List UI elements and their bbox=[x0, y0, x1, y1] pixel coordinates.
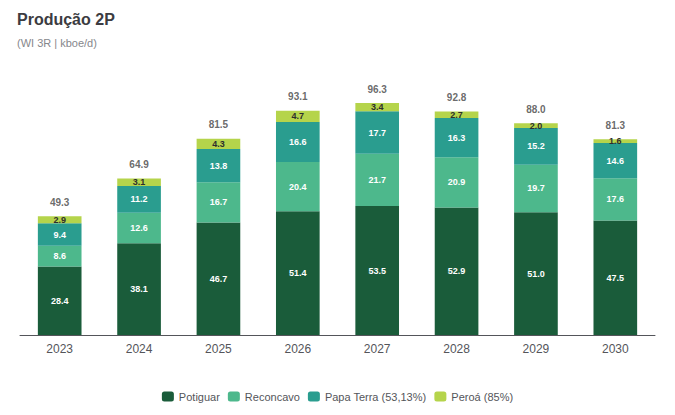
svg-text:53.5: 53.5 bbox=[368, 266, 386, 276]
svg-text:81.3: 81.3 bbox=[606, 120, 626, 131]
svg-text:52.9: 52.9 bbox=[448, 266, 466, 276]
svg-text:16.3: 16.3 bbox=[448, 133, 466, 143]
svg-text:2027: 2027 bbox=[364, 342, 391, 356]
svg-text:93.1: 93.1 bbox=[288, 91, 308, 102]
svg-text:51.4: 51.4 bbox=[289, 268, 307, 278]
svg-text:Papa Terra (53,13%): Papa Terra (53,13%) bbox=[325, 391, 426, 403]
svg-text:11.2: 11.2 bbox=[131, 194, 148, 204]
svg-text:2.0: 2.0 bbox=[530, 121, 543, 131]
svg-text:2.7: 2.7 bbox=[450, 110, 463, 120]
svg-text:2024: 2024 bbox=[126, 342, 153, 356]
svg-text:16.7: 16.7 bbox=[210, 197, 228, 207]
svg-text:19.7: 19.7 bbox=[527, 183, 545, 193]
svg-text:14.6: 14.6 bbox=[607, 156, 625, 166]
svg-text:8.6: 8.6 bbox=[53, 251, 66, 261]
svg-text:28.4: 28.4 bbox=[51, 296, 69, 306]
svg-text:2023: 2023 bbox=[46, 342, 73, 356]
svg-text:2026: 2026 bbox=[284, 342, 311, 356]
svg-text:Reconcavo: Reconcavo bbox=[245, 391, 300, 403]
svg-text:3.1: 3.1 bbox=[133, 177, 146, 187]
svg-text:21.7: 21.7 bbox=[368, 175, 386, 185]
svg-text:4.7: 4.7 bbox=[292, 111, 305, 121]
svg-text:2.9: 2.9 bbox=[53, 215, 66, 225]
svg-text:15.2: 15.2 bbox=[527, 141, 545, 151]
svg-text:2030: 2030 bbox=[602, 342, 629, 356]
svg-text:3.4: 3.4 bbox=[371, 102, 384, 112]
svg-text:46.7: 46.7 bbox=[210, 274, 228, 284]
svg-text:9.4: 9.4 bbox=[53, 230, 66, 240]
svg-text:Produção 2P: Produção 2P bbox=[17, 11, 115, 28]
svg-text:17.6: 17.6 bbox=[607, 194, 625, 204]
svg-text:2029: 2029 bbox=[523, 342, 550, 356]
svg-text:51.0: 51.0 bbox=[527, 269, 545, 279]
svg-text:12.6: 12.6 bbox=[130, 223, 148, 233]
svg-text:88.0: 88.0 bbox=[526, 104, 546, 115]
svg-text:Peroá (85%): Peroá (85%) bbox=[451, 391, 513, 403]
svg-text:16.6: 16.6 bbox=[289, 137, 307, 147]
svg-text:49.3: 49.3 bbox=[50, 197, 70, 208]
svg-text:2028: 2028 bbox=[443, 342, 470, 356]
svg-text:64.9: 64.9 bbox=[129, 159, 149, 170]
svg-text:96.3: 96.3 bbox=[367, 84, 387, 95]
svg-text:2025: 2025 bbox=[205, 342, 232, 356]
svg-text:(WI 3R | kboe/d): (WI 3R | kboe/d) bbox=[17, 37, 97, 49]
svg-text:81.5: 81.5 bbox=[209, 119, 229, 130]
svg-text:4.3: 4.3 bbox=[212, 139, 225, 149]
svg-text:13.8: 13.8 bbox=[210, 161, 228, 171]
svg-text:92.8: 92.8 bbox=[447, 92, 467, 103]
svg-text:20.4: 20.4 bbox=[289, 182, 307, 192]
svg-text:47.5: 47.5 bbox=[607, 273, 625, 283]
svg-text:38.1: 38.1 bbox=[130, 284, 148, 294]
svg-text:Potiguar: Potiguar bbox=[179, 391, 220, 403]
svg-text:17.7: 17.7 bbox=[368, 128, 386, 138]
svg-text:1.6: 1.6 bbox=[609, 136, 622, 146]
svg-text:20.9: 20.9 bbox=[448, 177, 466, 187]
